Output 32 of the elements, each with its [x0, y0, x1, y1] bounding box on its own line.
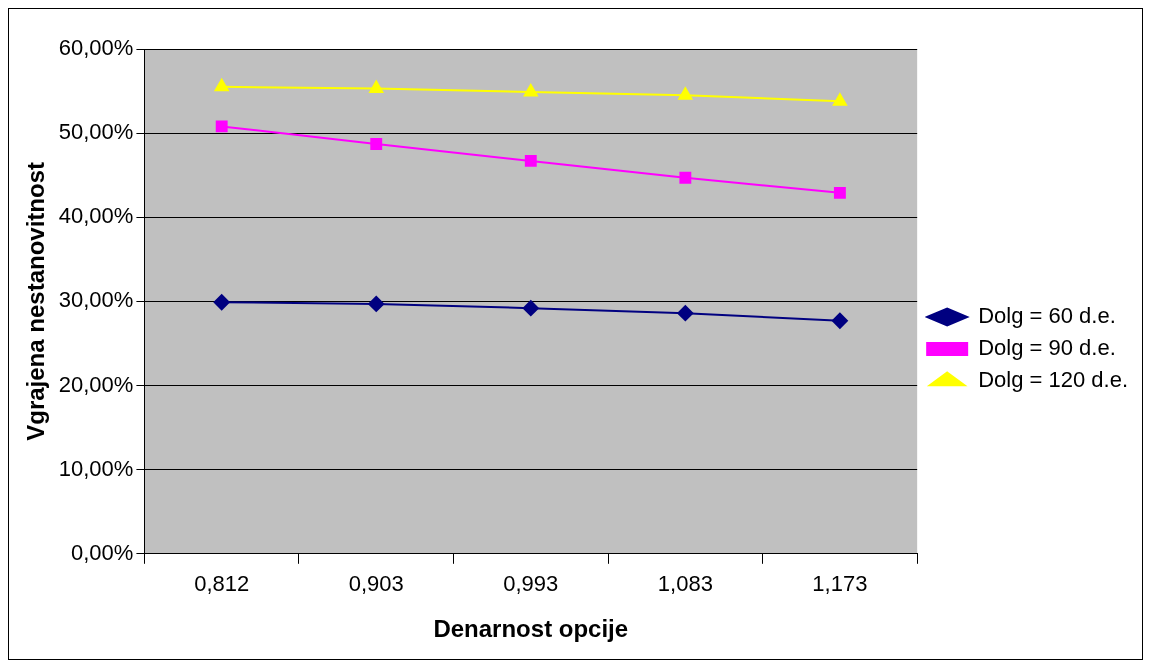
y-tick-label: 0,00%	[71, 539, 134, 565]
legend-label: Dolg = 120 d.e.	[978, 367, 1129, 393]
point	[370, 138, 383, 151]
point	[833, 186, 846, 199]
point	[215, 120, 228, 133]
y-tick-label: 40,00%	[58, 203, 134, 229]
y-tick-label: 50,00%	[58, 119, 134, 145]
x-tick-label: 0,812	[194, 571, 250, 597]
legend-label: Dolg = 90 d.e.	[978, 335, 1116, 361]
point	[214, 78, 229, 92]
point	[524, 154, 537, 167]
point	[369, 80, 384, 94]
point	[832, 93, 847, 106]
x-tick-label: 0,903	[348, 571, 404, 597]
y-tick-label: 30,00%	[58, 287, 134, 313]
point	[677, 305, 694, 322]
x-axis-title: Denarnost opcije	[433, 615, 629, 643]
point	[522, 300, 539, 317]
point	[523, 83, 538, 97]
legend-label: Dolg = 60 d.e.	[978, 303, 1116, 329]
point	[679, 171, 692, 184]
point	[831, 312, 848, 329]
y-tick-label: 10,00%	[58, 455, 134, 481]
x-tick-label: 1,173	[812, 571, 868, 597]
y-tick-label: 60,00%	[58, 35, 134, 61]
x-tick-label: 0,993	[503, 571, 559, 597]
point	[368, 295, 385, 312]
x-tick-label: 1,083	[657, 571, 713, 597]
y-tick-label: 20,00%	[58, 371, 134, 397]
point	[213, 294, 230, 311]
y-axis-title: Vgrajena nestanovitnost	[22, 162, 50, 441]
point	[678, 87, 693, 100]
